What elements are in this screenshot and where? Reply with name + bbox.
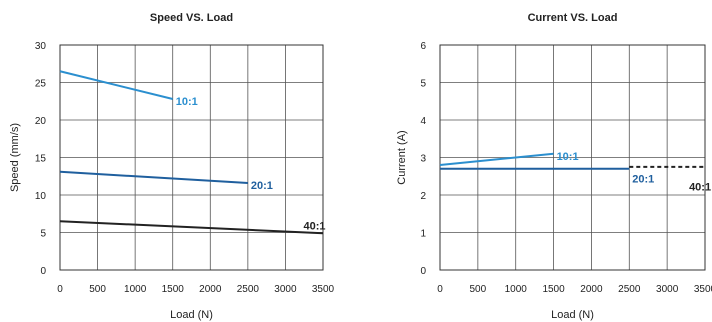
y-tick-label: 2 [420,191,426,202]
y-tick-label: 3 [420,154,426,165]
y-tick-label: 5 [420,79,426,90]
series-label: 10:1 [557,151,579,163]
speed-vs-load-chart: Speed VS. Load Load (N) Speed (mm/s) 0 50… [9,12,335,321]
x-tick-label: 2500 [618,284,641,295]
chart-title: Speed VS. Load [150,12,233,24]
x-tick-label: 1500 [542,284,565,295]
y-tick-label: 10 [35,191,47,202]
y-tick-label: 30 [35,41,47,52]
series-line-10-1 [59,70,173,100]
series-line-40-1 [59,220,324,235]
y-tick-label: 4 [420,116,426,127]
x-tick-label: 2500 [237,284,260,295]
series-label: 10:1 [176,96,198,108]
plot-frame [59,44,324,271]
x-tick-label: 3000 [274,284,297,295]
x-tick-label: 500 [470,284,487,295]
y-tick-label: 5 [40,229,46,240]
series-label: 20:1 [632,173,654,185]
plot-frame [439,44,706,271]
y-tick-label: 6 [420,41,426,52]
y-axis-label: Current (A) [396,130,408,184]
x-tick-label: 1000 [505,284,528,295]
x-tick-label: 0 [437,284,443,295]
x-tick-label: 1500 [162,284,185,295]
x-tick-label: 3500 [694,284,712,295]
x-axis-label: Load (N) [551,309,594,321]
x-tick-label: 3500 [312,284,335,295]
y-tick-label: 15 [35,154,47,165]
y-tick-label: 25 [35,79,47,90]
tick-labels: 0 500 1000 1500 2000 2500 3000 3500 0 1 2 3 4 5 6 [420,41,712,295]
y-tick-label: 0 [40,266,46,277]
y-tick-label: 0 [420,266,426,277]
y-tick-label: 1 [420,229,426,240]
x-tick-label: 2000 [199,284,222,295]
x-tick-label: 2000 [580,284,603,295]
tick-labels: 0 500 1000 1500 2000 2500 3000 3500 0 5 10 15 20 25 30 [35,41,335,295]
chart-title: Current VS. Load [528,12,618,24]
series-lines: 10:1 20:1 40:1 [59,70,325,235]
series-line-10-1 [439,152,554,166]
y-tick-label: 20 [35,116,47,127]
plot-grid [59,44,324,271]
plot-grid [439,44,706,271]
series-label: 40:1 [303,221,325,233]
series-line-20-1 [59,170,248,184]
current-vs-load-chart: Current VS. Load Load (N) Current (A) 0 5… [396,12,712,321]
x-tick-label: 3000 [656,284,679,295]
x-tick-label: 1000 [124,284,147,295]
x-tick-label: 0 [57,284,63,295]
series-label: 20:1 [251,180,273,192]
series-label: 40:1 [689,181,711,193]
x-axis-label: Load (N) [170,309,213,321]
y-axis-label: Speed (mm/s) [9,123,21,192]
x-tick-label: 500 [89,284,106,295]
series-lines: 10:1 20:1 40:1 [439,151,711,193]
